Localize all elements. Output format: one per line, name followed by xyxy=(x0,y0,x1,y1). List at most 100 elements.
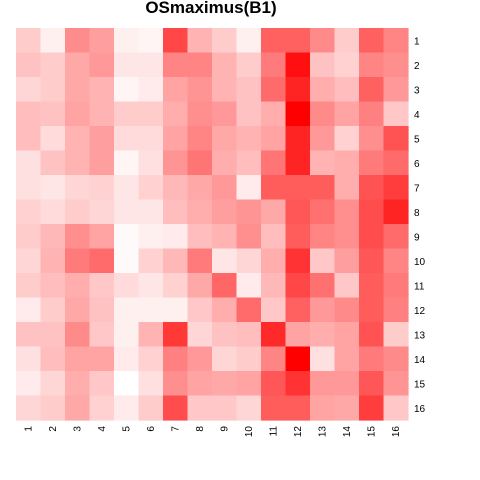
y-tick-label: 9 xyxy=(414,232,420,243)
heatmap-cell xyxy=(285,371,311,397)
heatmap-cell xyxy=(212,297,238,323)
heatmap-cell xyxy=(236,297,262,323)
heatmap-cell xyxy=(334,28,360,54)
heatmap-cell xyxy=(261,199,287,225)
heatmap-cell xyxy=(65,346,91,372)
y-tick-label: 16 xyxy=(414,404,426,415)
heatmap-cell xyxy=(334,248,360,274)
heatmap-cell xyxy=(359,52,385,78)
heatmap-cell xyxy=(236,28,262,54)
y-tick-label: 8 xyxy=(414,208,420,219)
heatmap-cell xyxy=(359,28,385,54)
heatmap-cell xyxy=(359,346,385,372)
heatmap-cell xyxy=(16,199,42,225)
heatmap-cell xyxy=(359,150,385,176)
heatmap-cell xyxy=(285,52,311,78)
heatmap-cell xyxy=(310,101,336,127)
heatmap-cell xyxy=(212,199,238,225)
heatmap-cell xyxy=(16,322,42,348)
heatmap-cell xyxy=(89,273,115,299)
x-tick-label: 14 xyxy=(342,426,353,438)
y-tick-label: 15 xyxy=(414,379,426,390)
heatmap-cell xyxy=(334,126,360,152)
heatmap-cell xyxy=(187,199,213,225)
heatmap-cell xyxy=(40,101,66,127)
heatmap-cell xyxy=(383,175,409,201)
heatmap-cell xyxy=(40,77,66,103)
heatmap-cell xyxy=(359,126,385,152)
heatmap-cell xyxy=(285,273,311,299)
x-tick-label: 6 xyxy=(146,426,157,432)
heatmap-cell xyxy=(163,297,189,323)
heatmap-cell xyxy=(310,322,336,348)
heatmap-cell xyxy=(16,77,42,103)
heatmap-cell xyxy=(65,77,91,103)
heatmap-cell xyxy=(65,273,91,299)
heatmap-cell xyxy=(65,150,91,176)
heatmap-cell xyxy=(114,126,140,152)
heatmap-cell xyxy=(187,150,213,176)
heatmap-cell xyxy=(212,395,238,421)
heatmap-cell xyxy=(40,126,66,152)
heatmap-cell xyxy=(89,248,115,274)
heatmap-cell xyxy=(236,371,262,397)
heatmap-cell xyxy=(114,224,140,250)
heatmap-cell xyxy=(212,371,238,397)
heatmap-cell xyxy=(163,346,189,372)
heatmap-cell xyxy=(261,248,287,274)
heatmap-cell xyxy=(310,224,336,250)
heatmap-cell xyxy=(16,126,42,152)
heatmap-cell xyxy=(285,346,311,372)
heatmap-cell xyxy=(40,199,66,225)
heatmap-cell xyxy=(212,224,238,250)
heatmap-cell xyxy=(383,346,409,372)
heatmap-cell xyxy=(16,52,42,78)
heatmap-cell xyxy=(261,395,287,421)
heatmap-cell xyxy=(359,101,385,127)
heatmap-cell xyxy=(236,322,262,348)
heatmap-cell xyxy=(236,248,262,274)
heatmap-cell xyxy=(187,52,213,78)
heatmap-cell xyxy=(187,297,213,323)
heatmap-cell xyxy=(359,371,385,397)
heatmap-cell xyxy=(383,224,409,250)
heatmap-cell xyxy=(114,52,140,78)
heatmap-cell xyxy=(187,322,213,348)
heatmap-cell xyxy=(285,101,311,127)
heatmap-cell xyxy=(65,395,91,421)
heatmap-cell xyxy=(187,175,213,201)
heatmap-cell xyxy=(187,248,213,274)
heatmap-cell xyxy=(163,395,189,421)
heatmap-cell xyxy=(40,297,66,323)
x-tick-label: 12 xyxy=(293,426,304,438)
heatmap-cell xyxy=(359,248,385,274)
x-tick-labels: 1 2 3 4 5 6 7 8 9 10 11 12 13 14 15 16 xyxy=(23,426,402,438)
heatmap-cell xyxy=(334,346,360,372)
heatmap-cell xyxy=(89,52,115,78)
heatmap-cell xyxy=(261,371,287,397)
heatmap-cell xyxy=(310,126,336,152)
heatmap-cell xyxy=(285,150,311,176)
heatmap-cell xyxy=(187,273,213,299)
heatmap-cell xyxy=(334,297,360,323)
heatmap-cell xyxy=(114,77,140,103)
heatmap-cell xyxy=(310,28,336,54)
heatmap-cell xyxy=(114,371,140,397)
heatmap-cell xyxy=(40,273,66,299)
heatmap-cell xyxy=(65,322,91,348)
heatmap-cell xyxy=(114,346,140,372)
heatmap-cell xyxy=(40,224,66,250)
heatmap-cell xyxy=(261,77,287,103)
heatmap-cell xyxy=(310,395,336,421)
heatmap-cell xyxy=(310,273,336,299)
heatmap-cell xyxy=(40,322,66,348)
heatmap-cell xyxy=(65,52,91,78)
heatmap-cell xyxy=(89,175,115,201)
heatmap-cell xyxy=(334,175,360,201)
heatmap-cell xyxy=(16,346,42,372)
heatmap-cell xyxy=(89,224,115,250)
heatmap-cell xyxy=(310,150,336,176)
heatmap-cell xyxy=(334,101,360,127)
heatmap-cell xyxy=(334,77,360,103)
heatmap-cell xyxy=(261,297,287,323)
